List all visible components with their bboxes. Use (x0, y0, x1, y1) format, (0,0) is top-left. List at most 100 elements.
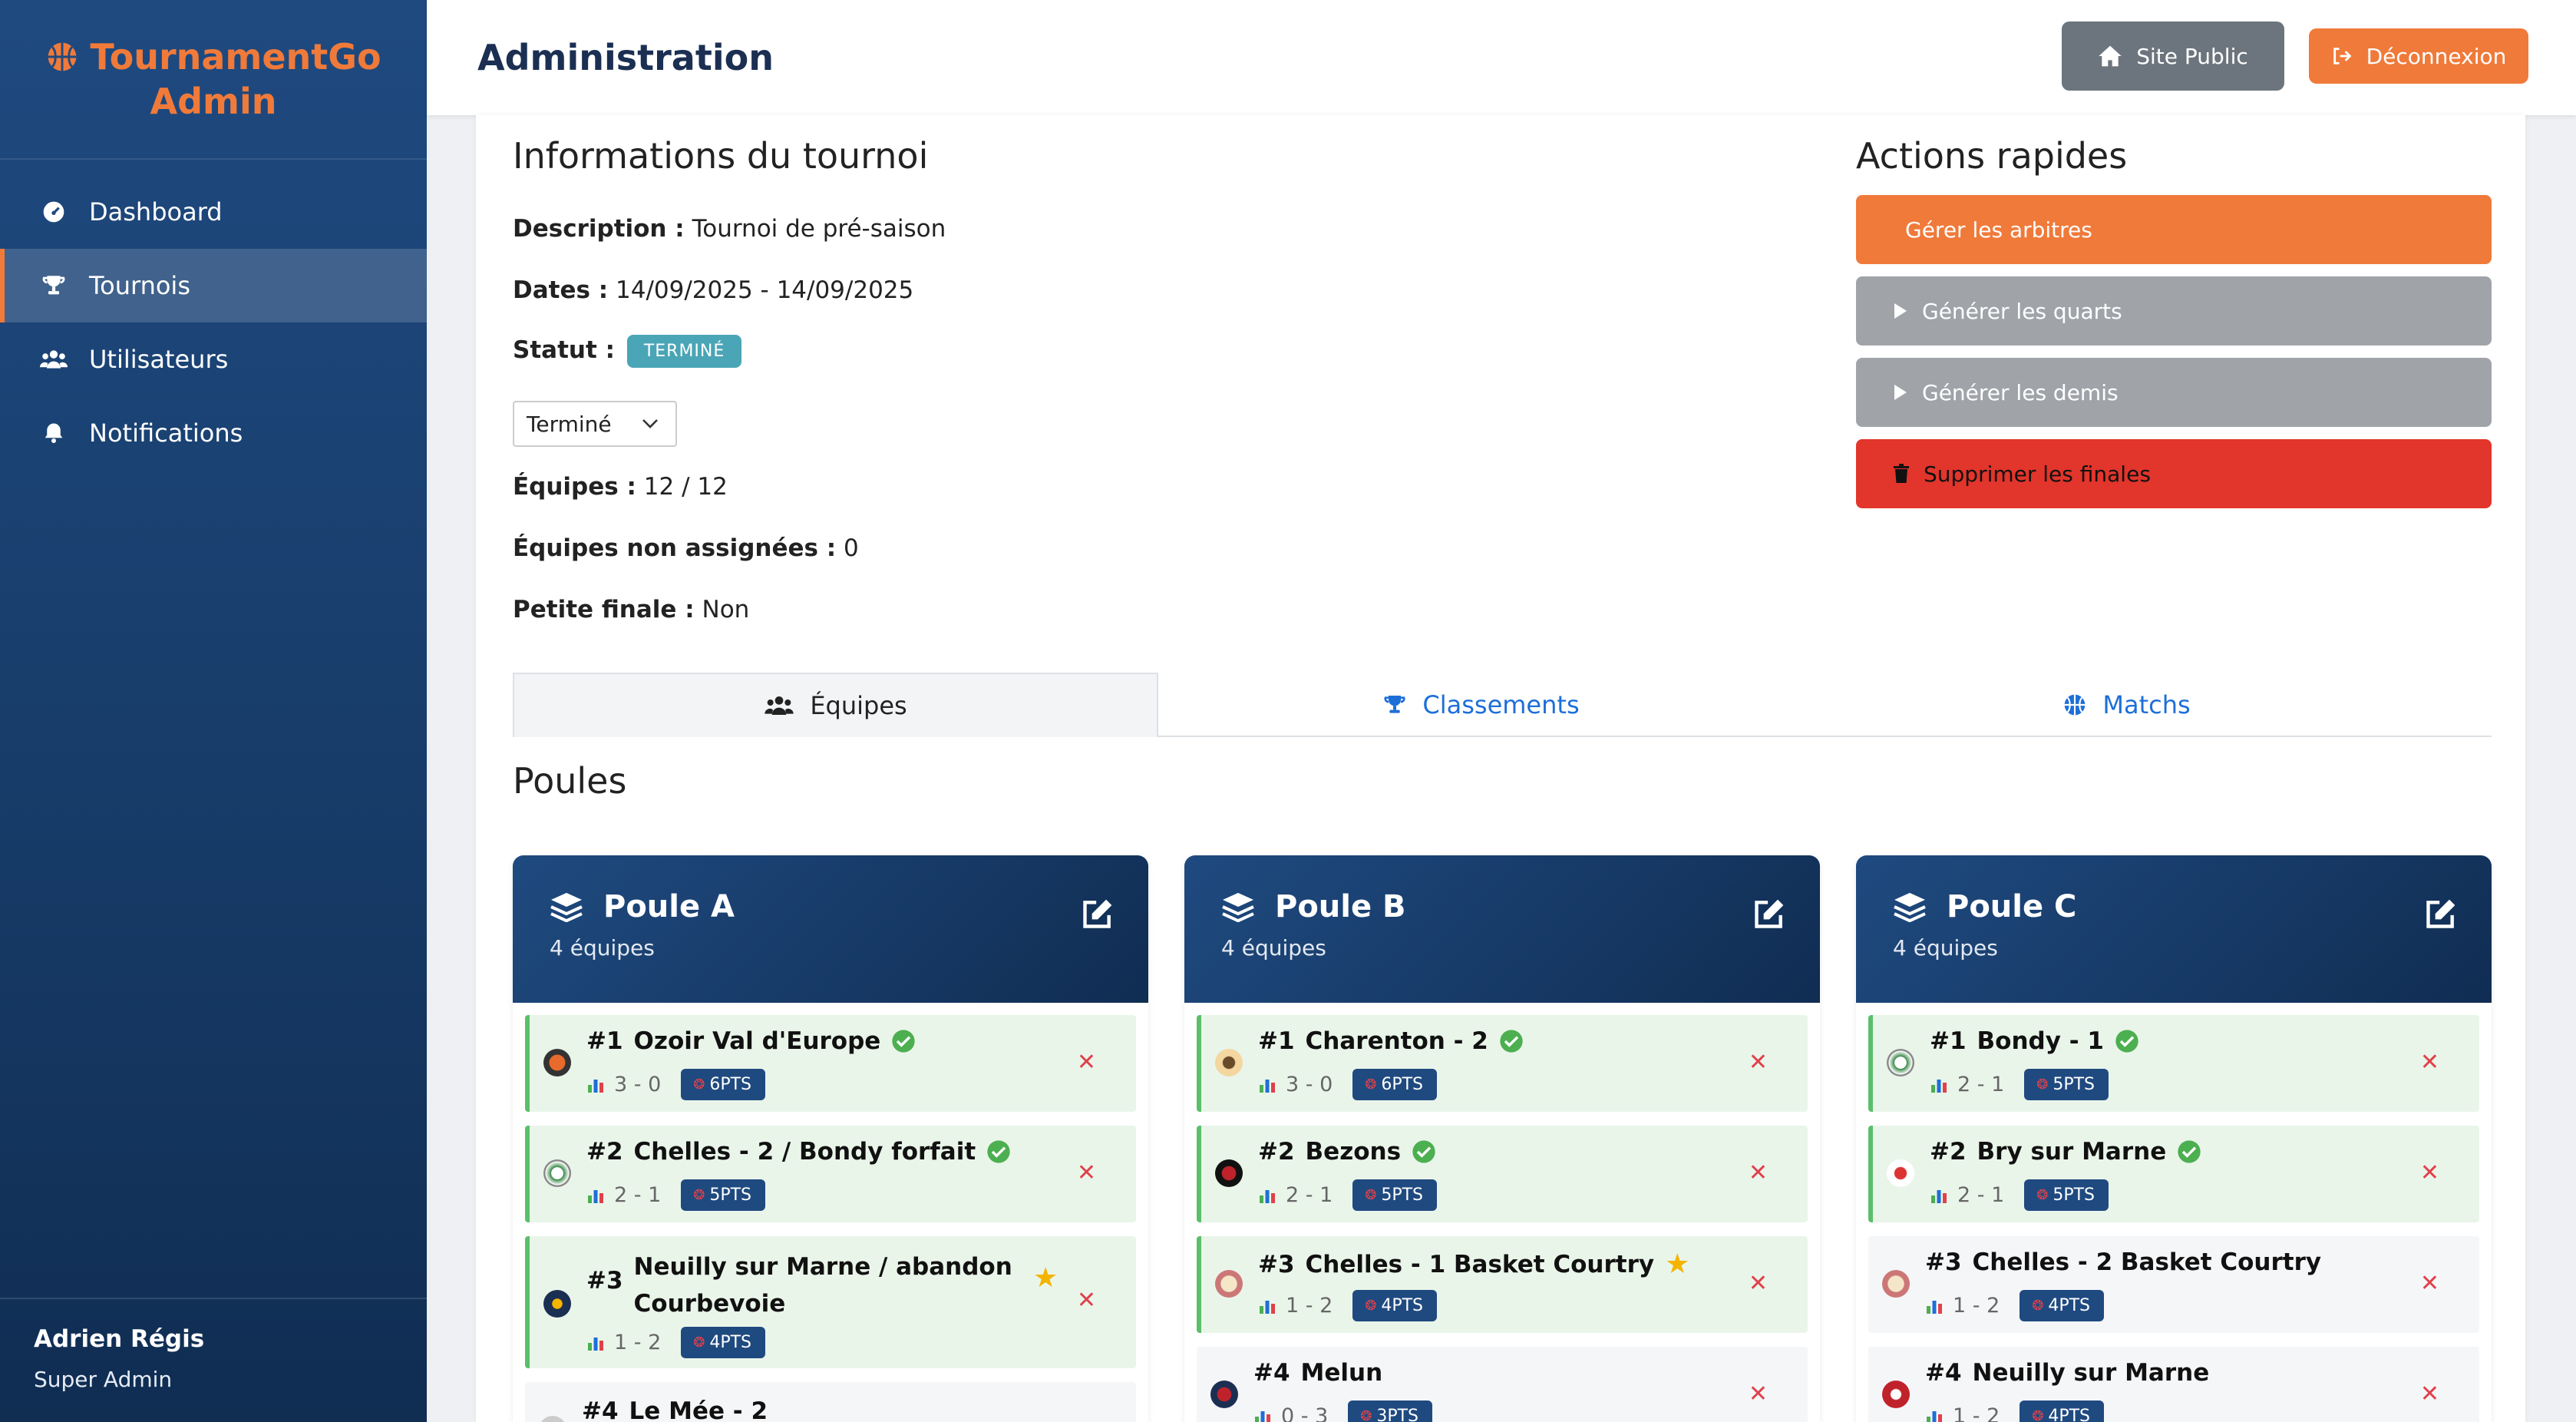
chart-bar-icon (588, 1079, 603, 1093)
remove-team-icon[interactable]: ✕ (1748, 1159, 1768, 1186)
team-record: 3 - 0 (1286, 1073, 1333, 1096)
team-row[interactable]: #4 Neuilly sur Marne 1 - 2 ❂ 4PTS ✕ (1868, 1347, 2479, 1422)
star-icon: ★ (1665, 1248, 1690, 1280)
edit-icon[interactable] (1081, 897, 1115, 934)
chart-bar-icon (1260, 1079, 1275, 1093)
check-circle-icon (2115, 1030, 2138, 1053)
pool-name: Poule C (1947, 889, 2077, 924)
user-name: Adrien Régis (34, 1325, 205, 1353)
remove-team-icon[interactable]: ✕ (2419, 1049, 2439, 1076)
tab-matchs[interactable]: Matchs (1804, 673, 2449, 737)
remove-team-icon[interactable]: ✕ (1748, 1381, 1768, 1407)
generate-semis-button[interactable]: Générer les demis (1856, 358, 2492, 427)
delete-finals-button[interactable]: Supprimer les finales (1856, 439, 2492, 508)
team-row[interactable]: #2 Chelles - 2 / Bondy forfait 2 - 1 ❂ 5PTS… (525, 1126, 1136, 1222)
pool-header: Poule C 4 équipes (1856, 855, 2492, 1003)
sidebar-item-tournois[interactable]: Tournois (0, 249, 427, 322)
layer-group-icon (1222, 892, 1254, 922)
team-row[interactable]: #2 Bezons 2 - 1 ❂ 5PTS ✕ (1197, 1126, 1808, 1222)
team-name: Melun (1300, 1359, 1383, 1387)
team-name: Bondy - 1 (1977, 1027, 2104, 1055)
team-row[interactable]: #3 Neuilly sur Marne / abandon Courbevoie … (525, 1236, 1136, 1368)
remove-team-icon[interactable]: ✕ (1076, 1287, 1096, 1314)
teams-row: Équipes : 12 / 12 (513, 473, 728, 501)
brand-logo[interactable]: TournamentGo Admin (0, 0, 427, 160)
team-points: 4PTS (2048, 1407, 2091, 1422)
status-row: Statut : TERMINÉ (513, 335, 742, 368)
team-name: Charenton - 2 (1305, 1027, 1488, 1055)
team-row[interactable]: #3 Chelles - 1 Basket Courtry ★ 1 - 2 ❂ 4PT… (1197, 1236, 1808, 1333)
home-icon (2099, 45, 2122, 67)
sidebar-item-utilisateurs[interactable]: Utilisateurs (0, 322, 427, 396)
points-badge: ❂ 5PTS (2024, 1069, 2109, 1100)
trophy-icon (40, 272, 68, 299)
generate-quarters-button[interactable]: Générer les quarts (1856, 276, 2492, 346)
tab-classements[interactable]: Classements (1158, 673, 1804, 737)
generate-semis-label: Générer les demis (1922, 379, 2119, 405)
pool-name: Poule A (603, 889, 735, 924)
manage-referees-button[interactable]: Gérer les arbitres (1856, 195, 2492, 264)
points-badge: ❂ 4PTS (681, 1327, 766, 1358)
remove-team-icon[interactable]: ✕ (2419, 1381, 2439, 1407)
points-badge: ❂ 6PTS (1352, 1069, 1438, 1100)
remove-team-icon[interactable]: ✕ (1748, 1270, 1768, 1297)
layer-group-icon (1894, 892, 1926, 922)
status-select[interactable]: Terminé (513, 401, 677, 447)
sidebar-item-label: Utilisateurs (89, 345, 229, 374)
remove-team-icon[interactable]: ✕ (2419, 1159, 2439, 1186)
team-rank: #3 (1925, 1248, 1962, 1276)
sidebar-item-notifications[interactable]: Notifications (0, 396, 427, 470)
basketball-icon (2065, 694, 2086, 716)
edit-icon[interactable] (1752, 897, 1786, 934)
team-points: 5PTS (2053, 1075, 2095, 1094)
logout-button[interactable]: Déconnexion (2309, 28, 2528, 84)
team-points: 5PTS (1381, 1186, 1424, 1205)
user-profile[interactable]: Adrien Régis Super Admin (0, 1298, 427, 1422)
check-circle-icon (892, 1030, 915, 1053)
team-record: 2 - 1 (1286, 1183, 1333, 1207)
points-badge: ❂ 5PTS (681, 1179, 766, 1211)
dates-value: 14/09/2025 - 14/09/2025 (616, 276, 914, 304)
remove-team-icon[interactable]: ✕ (1076, 1049, 1096, 1076)
chevron-down-icon (642, 419, 658, 428)
team-rank: #1 (586, 1027, 623, 1055)
team-row[interactable]: #1 Charenton - 2 3 - 0 ❂ 6PTS ✕ (1197, 1015, 1808, 1112)
team-row[interactable]: #2 Bry sur Marne 2 - 1 ❂ 5PTS ✕ (1868, 1126, 2479, 1222)
edit-icon[interactable] (2424, 897, 2458, 934)
pool-team-count: 4 équipes (550, 935, 655, 961)
sidebar-item-dashboard[interactable]: Dashboard (0, 175, 427, 249)
team-logo (1887, 1049, 1914, 1076)
tab-equipes[interactable]: Équipes (513, 673, 1158, 737)
trophy-icon (1384, 696, 1405, 713)
remove-team-icon[interactable]: ✕ (1748, 1049, 1768, 1076)
points-badge: ❂ 3PTS (1348, 1401, 1433, 1422)
quick-actions: Actions rapides Gérer les arbitres Génér… (1856, 135, 2492, 508)
team-points: 4PTS (1381, 1296, 1424, 1315)
description-label: Description : (513, 215, 685, 243)
status-badge: TERMINÉ (626, 335, 742, 368)
team-row[interactable]: #1 Bondy - 1 2 - 1 ❂ 5PTS ✕ (1868, 1015, 2479, 1112)
team-logo (1887, 1159, 1914, 1187)
team-logo (1215, 1049, 1243, 1076)
remove-team-icon[interactable]: ✕ (2419, 1270, 2439, 1297)
team-record: 1 - 2 (614, 1331, 662, 1354)
pool-header: Poule B 4 équipes (1184, 855, 1820, 1003)
tournament-tabs: Équipes Classements Matchs (513, 673, 2492, 737)
team-record: 3 - 0 (614, 1073, 662, 1096)
team-row[interactable]: #4 Le Mée - 2 (525, 1382, 1136, 1422)
public-site-button[interactable]: Site Public (2062, 21, 2284, 91)
tab-label: Classements (1422, 690, 1580, 719)
generate-quarters-label: Générer les quarts (1922, 298, 2122, 324)
users-icon (40, 346, 68, 373)
remove-team-icon[interactable]: ✕ (1076, 1159, 1096, 1186)
star-icon: ★ (1033, 1262, 1058, 1294)
pool-team-count: 4 équipes (1221, 935, 1326, 961)
manage-referees-label: Gérer les arbitres (1905, 217, 2092, 243)
chart-bar-icon (1931, 1189, 1947, 1203)
team-row[interactable]: #4 Melun 0 - 3 ❂ 3PTS ✕ (1197, 1347, 1808, 1422)
check-circle-icon (1500, 1030, 1523, 1053)
chart-bar-icon (1260, 1189, 1275, 1203)
team-row[interactable]: #3 Chelles - 2 Basket Courtry 1 - 2 ❂ 4PTS … (1868, 1236, 2479, 1333)
check-circle-icon (987, 1140, 1010, 1163)
team-row[interactable]: #1 Ozoir Val d'Europe 3 - 0 ❂ 6PTS ✕ (525, 1015, 1136, 1112)
